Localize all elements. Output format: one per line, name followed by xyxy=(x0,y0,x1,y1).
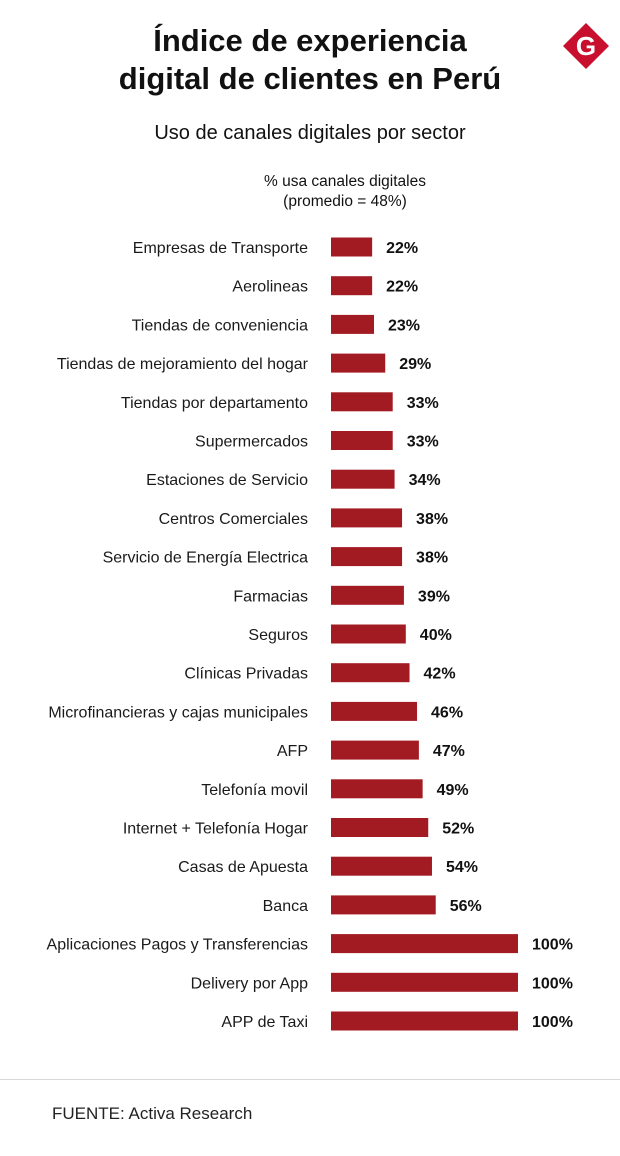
value-label: 22% xyxy=(386,240,418,257)
title-line-1: Índice de experiencia xyxy=(153,23,467,58)
category-label: Aerolineas xyxy=(232,279,308,296)
value-label: 34% xyxy=(409,472,441,489)
category-label: APP de Taxi xyxy=(221,1014,308,1031)
bar xyxy=(331,895,436,915)
bar xyxy=(331,663,410,683)
value-label: 33% xyxy=(407,395,439,412)
bar xyxy=(331,353,386,373)
value-label: 100% xyxy=(532,1014,573,1031)
value-label: 54% xyxy=(446,859,478,876)
bar xyxy=(331,972,518,992)
value-label: 40% xyxy=(420,627,452,644)
category-label: Aplicaciones Pagos y Transferencias xyxy=(47,937,308,954)
source-note: FUENTE: Activa Research xyxy=(52,1104,253,1123)
brand-logo-icon: G xyxy=(563,23,609,69)
axis-caption: % usa canales digitales (promedio = 48%) xyxy=(230,172,460,212)
bar xyxy=(331,740,419,760)
value-label: 38% xyxy=(416,550,448,567)
chart-title: Índice de experiencia digital de cliente… xyxy=(60,22,560,98)
bar xyxy=(331,237,373,257)
category-label: Internet + Telefonía Hogar xyxy=(123,821,309,838)
bar xyxy=(331,276,373,296)
value-label: 22% xyxy=(386,279,418,296)
value-label: 56% xyxy=(450,898,482,915)
title-line-2: digital de clientes en Perú xyxy=(118,61,502,96)
category-label: Supermercados xyxy=(195,434,308,451)
chart-subtitle: Uso de canales digitales por sector xyxy=(154,122,466,144)
bar xyxy=(331,585,404,605)
category-label: Casas de Apuesta xyxy=(178,859,308,876)
bar xyxy=(331,701,418,721)
category-label: Banca xyxy=(263,898,308,915)
logo-letter: G xyxy=(576,31,596,61)
bar xyxy=(331,508,403,528)
logo-diamond xyxy=(563,23,609,69)
value-label: 39% xyxy=(418,588,450,605)
bar-chart: Empresas de Transporte 22% Aerolineas 22% Ti… xyxy=(47,237,573,1031)
bar xyxy=(331,547,403,567)
value-label: 33% xyxy=(407,434,439,451)
category-label: Tiendas por departamento xyxy=(121,395,308,412)
bar xyxy=(331,934,518,954)
category-label: Delivery por App xyxy=(191,975,308,992)
value-label: 29% xyxy=(399,356,431,373)
value-label: 47% xyxy=(433,743,465,760)
bar xyxy=(331,469,395,489)
category-label: Empresas de Transporte xyxy=(133,240,308,257)
footer-divider xyxy=(0,1079,620,1080)
category-label: Centros Comerciales xyxy=(159,511,308,528)
bar xyxy=(331,1011,518,1031)
category-label: AFP xyxy=(277,743,308,760)
category-label: Farmacias xyxy=(233,588,308,605)
category-label: Clínicas Privadas xyxy=(184,666,308,683)
bar xyxy=(331,431,393,450)
bar xyxy=(331,779,423,799)
value-label: 100% xyxy=(532,975,573,992)
category-label: Microfinancieras y cajas municipales xyxy=(48,704,308,721)
bar xyxy=(331,314,375,334)
category-label: Tiendas de mejoramiento del hogar xyxy=(57,356,309,373)
category-label: Tiendas de conveniencia xyxy=(132,317,309,334)
category-label: Seguros xyxy=(248,627,308,644)
axis-caption-line-1: % usa canales digitales xyxy=(264,173,426,190)
value-label: 49% xyxy=(437,782,469,799)
value-label: 100% xyxy=(532,937,573,954)
value-label: 38% xyxy=(416,511,448,528)
bar xyxy=(331,818,429,837)
value-label: 46% xyxy=(431,704,463,721)
axis-caption-line-2: (promedio = 48%) xyxy=(283,193,407,210)
category-label: Servicio de Energía Electrica xyxy=(103,550,309,567)
bar xyxy=(331,624,406,644)
bar xyxy=(331,856,432,876)
value-label: 23% xyxy=(388,317,420,334)
category-label: Telefonía movil xyxy=(201,782,308,799)
bar xyxy=(331,392,393,412)
value-label: 52% xyxy=(442,821,474,838)
value-label: 42% xyxy=(424,666,456,683)
category-label: Estaciones de Servicio xyxy=(146,472,308,489)
